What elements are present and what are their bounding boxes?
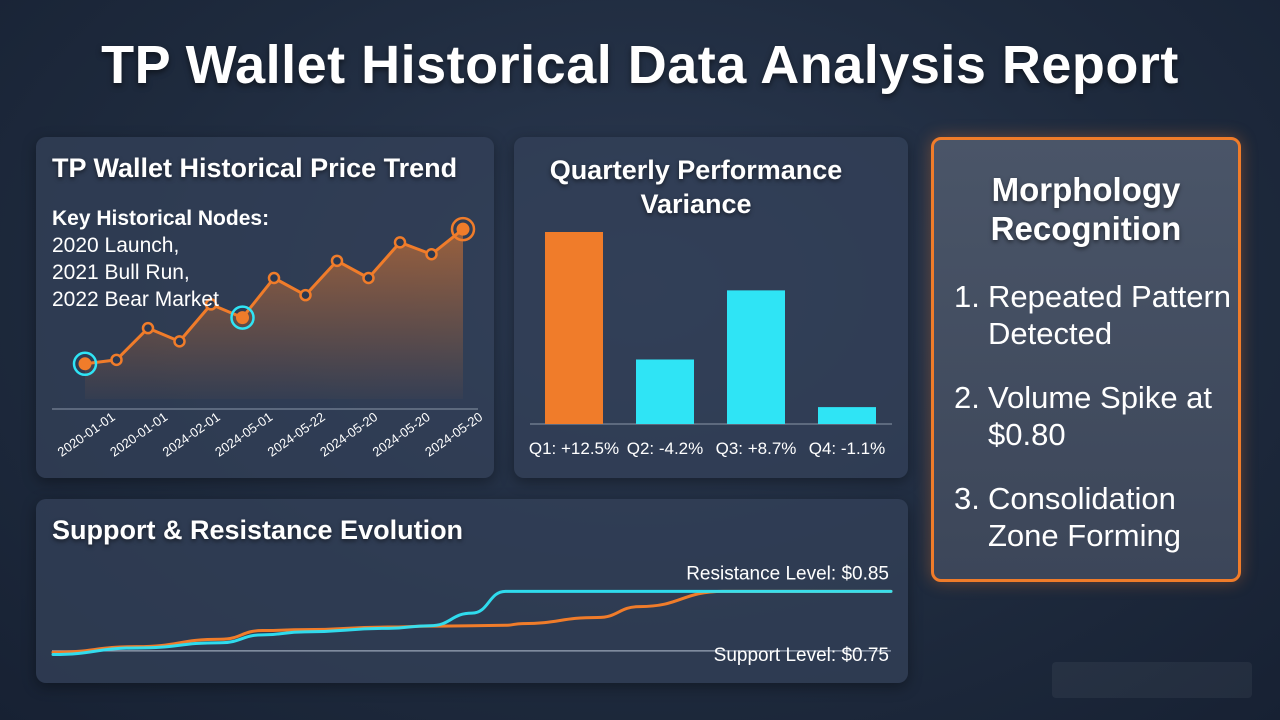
price-x-tick-label: 2024-05-20	[317, 409, 380, 459]
quarter-bar	[545, 232, 603, 424]
morphology-item-line: Detected	[988, 316, 1113, 351]
quarter-bar	[727, 290, 785, 424]
quarterly-panel: Quarterly Performance Variance Q1: +12.5…	[514, 137, 908, 478]
morphology-title-line: Recognition	[990, 210, 1182, 247]
quarterly-bar-chart: Q1: +12.5% Q2: -4.2% Q3: +8.7% Q4: -1.1%	[529, 232, 892, 458]
price-point-highlight	[78, 357, 92, 371]
price-point	[204, 298, 218, 311]
morphology-item-text: Consolidation Zone Forming	[988, 480, 1181, 554]
quarter-bar-label: Q1: +12.5%	[529, 439, 619, 458]
price-point-highlight-ring	[72, 351, 98, 377]
morphology-item-line: Consolidation	[988, 481, 1176, 516]
quarter-bar	[818, 407, 876, 424]
price-x-tick-label: 2024-05-22	[265, 409, 328, 459]
support-evolution-line	[51, 589, 893, 656]
price-point	[141, 321, 155, 335]
morphology-item-text: Repeated Pattern Detected	[988, 278, 1231, 352]
price-x-tick-label: 2020-01-01	[107, 409, 170, 459]
quarterly-title-line: Quarterly Performance	[549, 155, 843, 185]
price-x-tick-label: 2024-05-20	[370, 409, 433, 459]
morphology-item-number: 3.	[954, 481, 980, 516]
key-node-item: 2021 Bull Run,	[52, 261, 190, 284]
price-x-tick-label: 2024-05-01	[212, 409, 275, 459]
price-point	[110, 353, 123, 367]
support-level-label: Support Level: $0.75	[714, 645, 889, 666]
price-trend-chart: 2020-01-012020-01-012024-02-012024-05-01…	[52, 216, 485, 460]
price-point	[173, 335, 186, 348]
morphology-list: 1. Repeated Pattern Detected 2. Volume S…	[954, 278, 1238, 581]
quarter-bar	[636, 359, 694, 424]
resistance-evolution-line	[51, 589, 893, 654]
price-point	[425, 247, 438, 261]
key-node-item: 2020 Launch,	[52, 234, 180, 257]
morphology-item-text: Volume Spike at $0.80	[988, 379, 1212, 453]
price-point	[362, 271, 375, 285]
quarter-bar-label: Q3: +8.7%	[716, 439, 797, 458]
key-nodes-note: Key Historical Nodes: 2020 Launch, 2021 …	[52, 205, 269, 313]
quarterly-title: Quarterly Performance Variance	[514, 153, 878, 221]
morphology-item: 3. Consolidation Zone Forming	[954, 480, 1238, 554]
morphology-item-number: 1.	[954, 279, 980, 314]
resistance-level-label: Resistance Level: $0.85	[686, 563, 889, 584]
morphology-title: Morphology Recognition	[934, 170, 1238, 248]
key-node-item: 2022 Bear Market	[52, 288, 219, 311]
price-trend-panel: TP Wallet Historical Price Trend Key His…	[36, 137, 494, 478]
key-nodes-heading: Key Historical Nodes:	[52, 207, 270, 230]
price-point	[393, 236, 407, 249]
morphology-item-number: 2.	[954, 380, 980, 415]
support-resistance-chart: Resistance Level: $0.85 Support Level: $0…	[51, 563, 893, 666]
support-resistance-panel: Support & Resistance Evolution Resistanc…	[36, 499, 908, 683]
price-area-fill	[85, 229, 463, 399]
price-point-highlight-ring	[450, 216, 476, 242]
morphology-panel: Morphology Recognition 1. Repeated Patte…	[931, 137, 1241, 582]
quarterly-title-line: Variance	[640, 189, 752, 219]
support-resistance-title: Support & Resistance Evolution	[52, 515, 464, 545]
report-title: TP Wallet Historical Data Analysis Repor…	[101, 35, 1179, 95]
price-x-tick-label: 2020-01-01	[55, 409, 118, 459]
price-x-tick-label: 2024-02-01	[160, 409, 223, 459]
price-point	[330, 254, 344, 268]
morphology-item-line: Volume Spike at	[988, 380, 1213, 415]
morphology-title-line: Morphology	[991, 171, 1181, 208]
morphology-item: 1. Repeated Pattern Detected	[954, 278, 1238, 352]
price-point	[267, 271, 281, 285]
watermark	[1052, 662, 1252, 698]
price-point-highlight	[236, 311, 249, 325]
morphology-item-line: $0.80	[988, 417, 1066, 452]
price-point	[299, 288, 312, 302]
quarter-bar-label: Q2: -4.2%	[627, 439, 704, 458]
price-point-highlight	[456, 222, 470, 236]
morphology-item-line: Repeated Pattern	[988, 279, 1232, 314]
morphology-item: 2. Volume Spike at $0.80	[954, 379, 1238, 453]
price-trend-title: TP Wallet Historical Price Trend	[52, 153, 458, 183]
morphology-item-line: Zone Forming	[988, 518, 1181, 553]
price-point-highlight-ring	[230, 305, 255, 330]
price-x-tick-label: 2024-05-20	[422, 409, 485, 459]
quarter-bar-label: Q4: -1.1%	[809, 439, 886, 458]
